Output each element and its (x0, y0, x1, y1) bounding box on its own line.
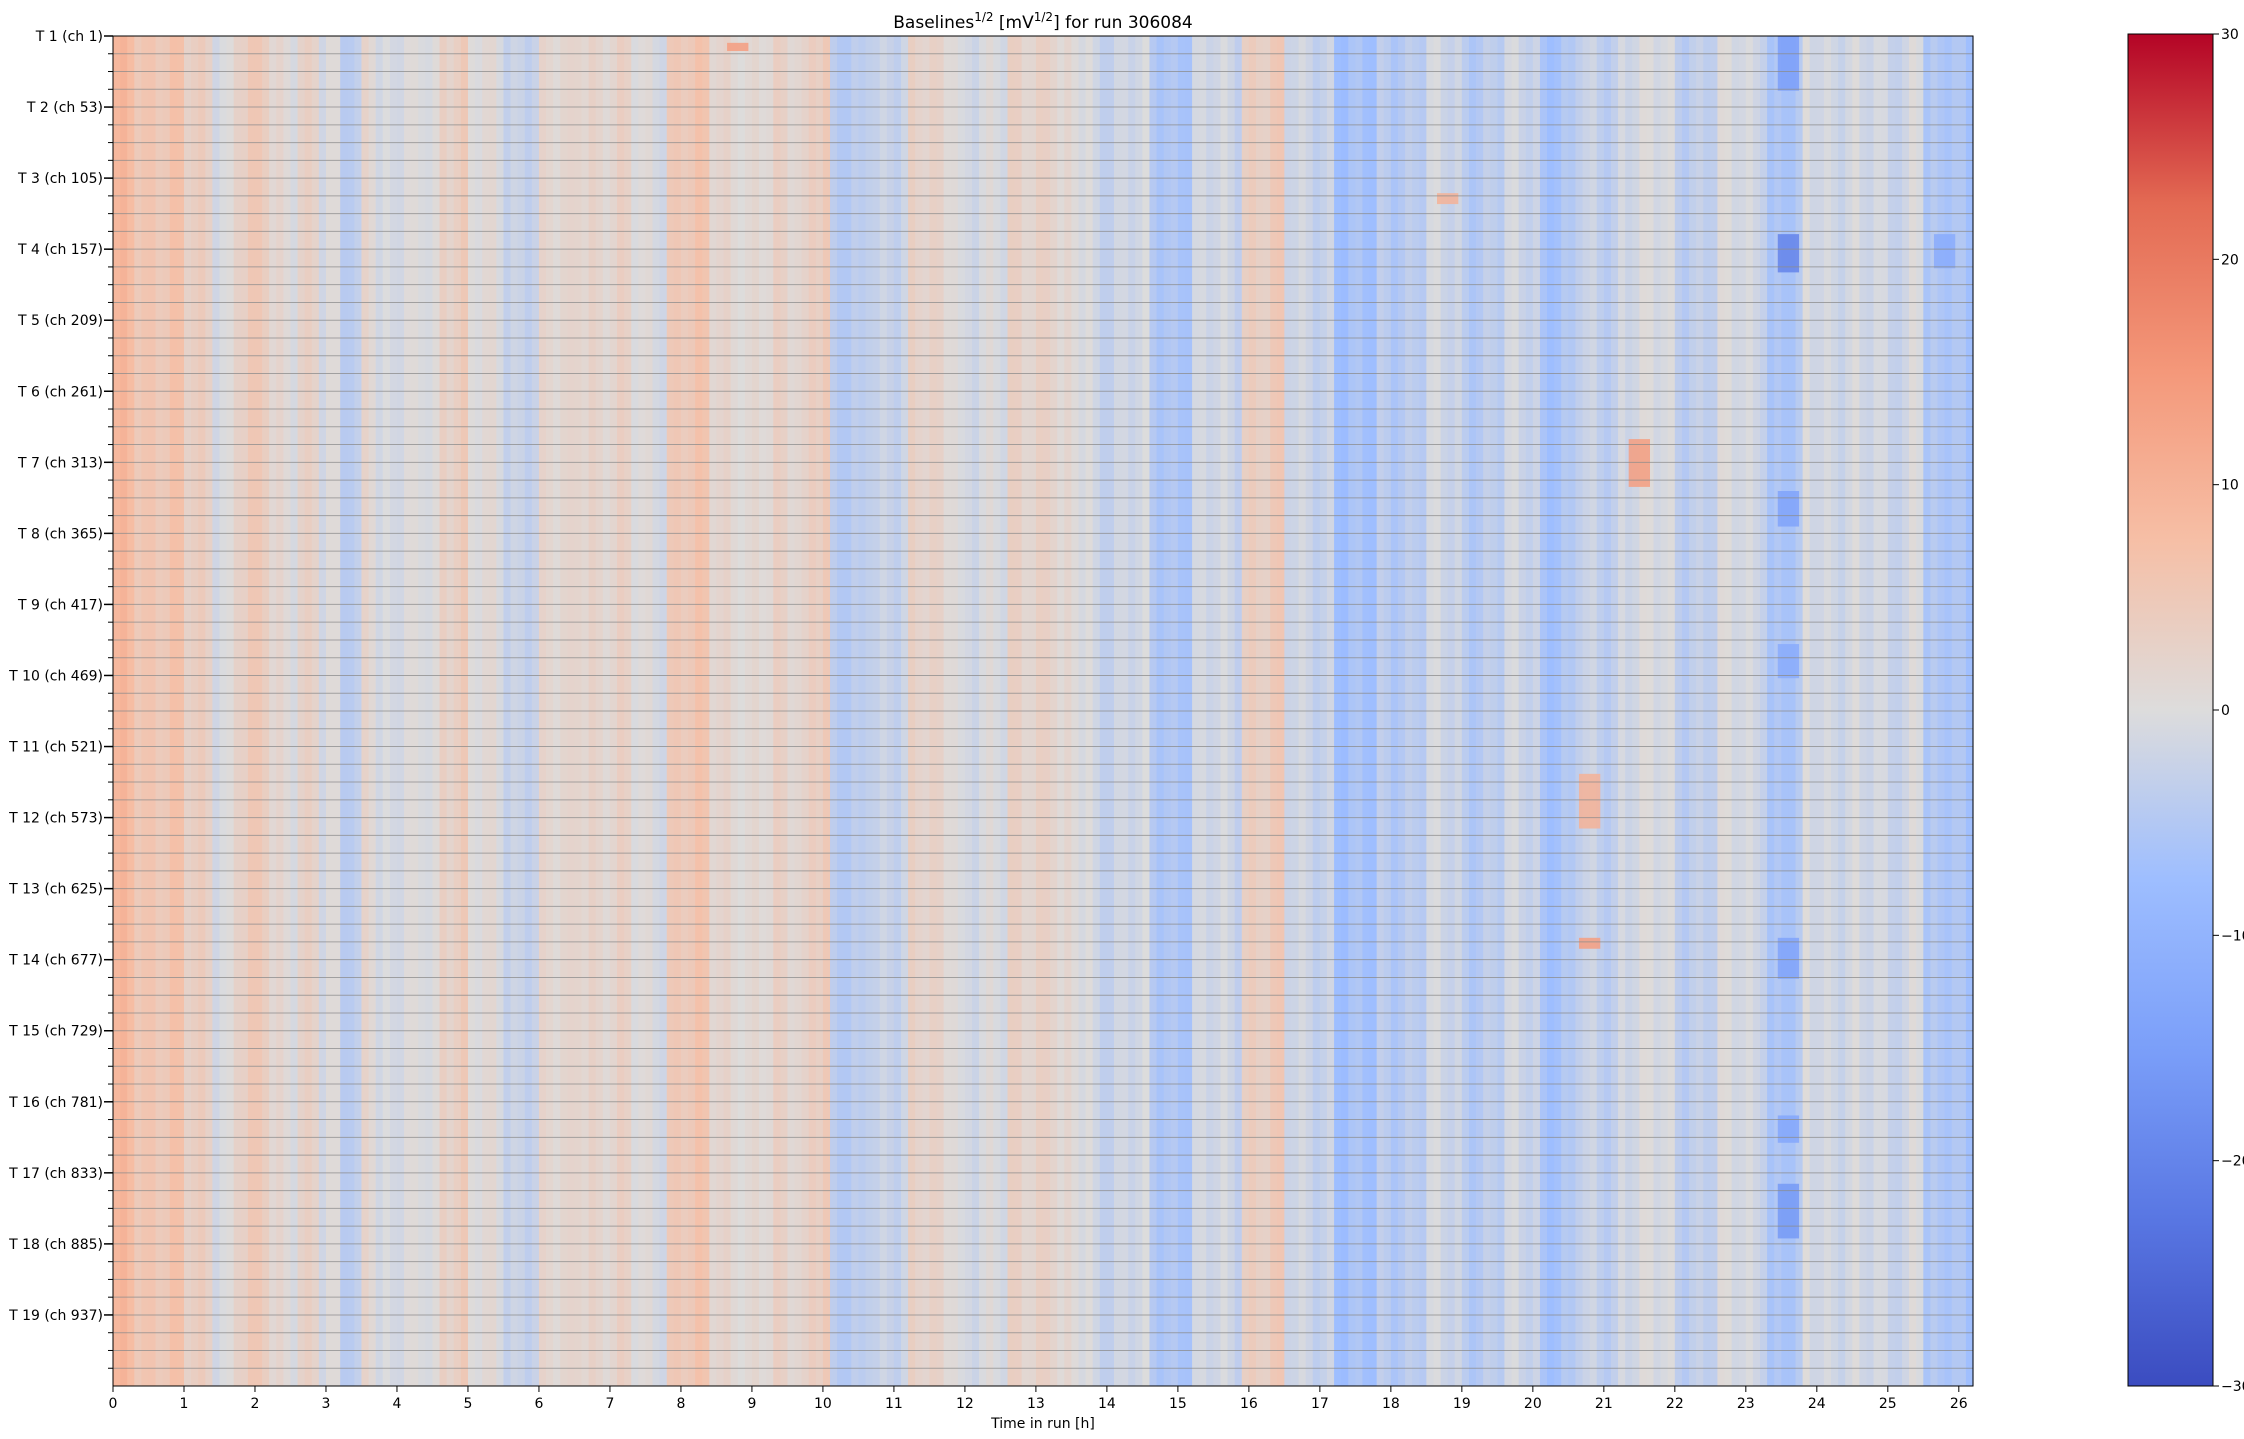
x-tick-label: 2 (251, 1396, 260, 1412)
x-tick-label: 5 (463, 1396, 472, 1412)
y-tick-label: T 4 (ch 157) (17, 242, 103, 258)
x-tick-label: 3 (322, 1396, 331, 1412)
x-tick-label: 16 (1240, 1396, 1258, 1412)
heatmap-hotspot (1777, 36, 1800, 91)
heatmap-plot-area (112, 35, 1974, 1387)
y-tick-label: T 19 (ch 937) (8, 1308, 103, 1324)
heatmap-hotspot (1933, 234, 1956, 269)
y-tick-label: T 16 (ch 781) (8, 1095, 103, 1111)
y-tick-label: T 13 (ch 625) (8, 882, 103, 898)
y-tick-label: T 9 (ch 417) (17, 597, 103, 613)
colorbar: −30 −20 −10 0 10 20 30 (2127, 27, 2244, 1395)
x-tick-label: 18 (1382, 1396, 1400, 1412)
x-axis: 0 1 2 3 4 5 6 7 8 9 10 11 12 13 14 15 16 17 18 19 20 21 22 23 24… (109, 1386, 1968, 1412)
y-tick-label: T 15 (ch 729) (8, 1024, 103, 1040)
y-tick-label: T 12 (ch 573) (8, 811, 103, 827)
x-tick-label: 1 (180, 1396, 189, 1412)
x-tick-label: 23 (1737, 1396, 1755, 1412)
heatmap-hotspot (1578, 773, 1601, 829)
heatmap-hotspot (1777, 234, 1800, 273)
x-tick-label: 6 (534, 1396, 543, 1412)
x-tick-label: 13 (1027, 1396, 1045, 1412)
x-tick-label: 7 (605, 1396, 614, 1412)
colorbar-tick-label: 20 (2221, 252, 2239, 268)
x-tick-label: 20 (1524, 1396, 1542, 1412)
heatmap-hotspot (1777, 937, 1800, 979)
x-tick-label: 11 (885, 1396, 903, 1412)
heatmap-hotspots (727, 36, 1956, 1239)
x-tick-label: 22 (1666, 1396, 1684, 1412)
colorbar-tick-label: 10 (2221, 478, 2239, 494)
x-tick-label: 19 (1453, 1396, 1471, 1412)
x-tick-label: 4 (393, 1396, 402, 1412)
heatmap-hotspot (1777, 491, 1800, 527)
y-tick-label: T 3 (ch 105) (17, 171, 103, 187)
heatmap-hotspot (1777, 1183, 1800, 1239)
x-tick-label: 9 (747, 1396, 756, 1412)
y-tick-label: T 10 (ch 469) (8, 668, 103, 684)
y-tick-label: T 6 (ch 261) (17, 384, 103, 400)
heatmap-hotspot (1777, 1115, 1800, 1143)
y-tick-label: T 7 (ch 313) (17, 455, 103, 471)
x-tick-label: 21 (1595, 1396, 1613, 1412)
y-tick-label: T 2 (ch 53) (26, 100, 103, 116)
colorbar-ticks: −30 −20 −10 0 10 20 30 (2213, 27, 2244, 1395)
x-tick-label: 8 (676, 1396, 685, 1412)
chart-title: Baselines1/2 [mV1/2] for run 306084 (893, 10, 1192, 33)
x-tick-label: 15 (1169, 1396, 1187, 1412)
x-tick-label: 25 (1879, 1396, 1897, 1412)
heatmap-hotspot (1777, 644, 1800, 679)
y-tick-label: T 17 (ch 833) (8, 1166, 103, 1182)
heatmap-hotspot (1578, 937, 1601, 949)
colorbar-tick-label: 30 (2221, 27, 2239, 43)
colorbar-tick-label: −10 (2221, 928, 2244, 944)
heatmap-gridlines (113, 53, 1973, 1369)
y-tick-label: T 11 (ch 521) (8, 740, 103, 756)
y-tick-label: T 1 (ch 1) (35, 29, 103, 45)
colorbar-tick-label: −20 (2221, 1154, 2244, 1170)
x-tick-label: 10 (814, 1396, 832, 1412)
x-tick-label: 17 (1311, 1396, 1329, 1412)
heatmap-hotspot (1628, 439, 1650, 487)
colorbar-tick-label: −30 (2221, 1379, 2244, 1395)
y-tick-label: T 8 (ch 365) (17, 526, 103, 542)
colorbar-gradient (2127, 33, 2214, 1387)
x-tick-label: 24 (1808, 1396, 1826, 1412)
heatmap-hotspot (727, 42, 749, 52)
colorbar-tick-label: 0 (2221, 703, 2230, 719)
y-axis: T 1 (ch 1) T 2 (ch 53) T 3 (ch 105) T 4 (ch… (8, 29, 113, 1369)
x-tick-label: 14 (1098, 1396, 1116, 1412)
y-tick-label: T 5 (ch 209) (17, 313, 103, 329)
y-tick-label: T 18 (ch 885) (8, 1237, 103, 1253)
x-tick-label: 0 (109, 1396, 118, 1412)
x-tick-label: 12 (956, 1396, 974, 1412)
x-axis-label: Time in run [h] (990, 1416, 1095, 1432)
y-tick-label: T 14 (ch 677) (8, 953, 103, 969)
x-tick-label: 26 (1950, 1396, 1968, 1412)
heatmap-hotspot (1437, 193, 1459, 205)
